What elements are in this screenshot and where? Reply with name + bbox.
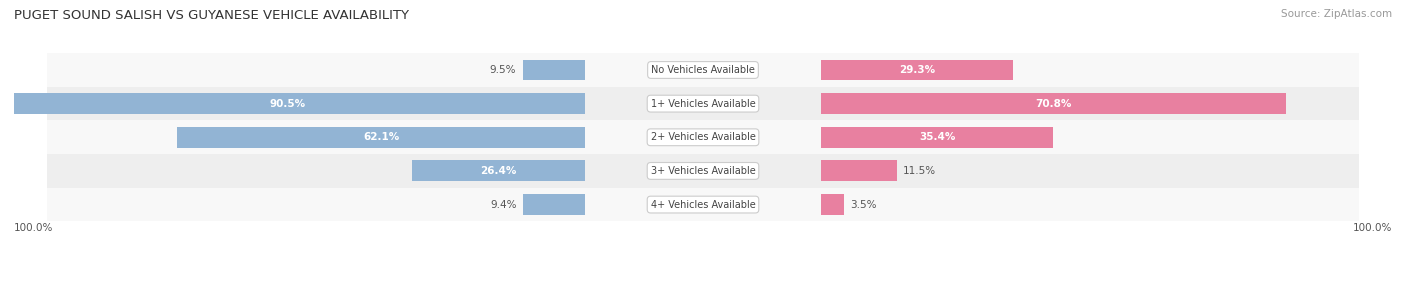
Text: 11.5%: 11.5% xyxy=(903,166,936,176)
Bar xyxy=(821,194,844,215)
Text: 3.5%: 3.5% xyxy=(851,200,877,210)
Text: 26.4%: 26.4% xyxy=(479,166,516,176)
Text: 9.4%: 9.4% xyxy=(491,200,516,210)
Text: No Vehicles Available: No Vehicles Available xyxy=(651,65,755,75)
Bar xyxy=(821,93,1285,114)
Text: 2+ Vehicles Available: 2+ Vehicles Available xyxy=(651,132,755,142)
Text: 35.4%: 35.4% xyxy=(920,132,956,142)
Text: 3+ Vehicles Available: 3+ Vehicles Available xyxy=(651,166,755,176)
Text: 4+ Vehicles Available: 4+ Vehicles Available xyxy=(651,200,755,210)
Text: Source: ZipAtlas.com: Source: ZipAtlas.com xyxy=(1281,9,1392,19)
Bar xyxy=(46,154,1360,188)
Text: 100.0%: 100.0% xyxy=(14,223,53,233)
Bar xyxy=(523,59,585,80)
Text: PUGET SOUND SALISH VS GUYANESE VEHICLE AVAILABILITY: PUGET SOUND SALISH VS GUYANESE VEHICLE A… xyxy=(14,9,409,21)
Bar xyxy=(0,93,585,114)
Text: 29.3%: 29.3% xyxy=(900,65,935,75)
Bar xyxy=(46,53,1360,87)
Text: 100.0%: 100.0% xyxy=(1353,223,1392,233)
Bar xyxy=(412,160,585,181)
Bar xyxy=(821,59,1014,80)
Bar xyxy=(821,160,897,181)
Text: 9.5%: 9.5% xyxy=(489,65,516,75)
Bar xyxy=(821,127,1053,148)
Bar xyxy=(46,188,1360,221)
Text: 62.1%: 62.1% xyxy=(363,132,399,142)
Text: 90.5%: 90.5% xyxy=(270,99,307,109)
Bar xyxy=(46,120,1360,154)
Bar xyxy=(46,87,1360,120)
Text: 70.8%: 70.8% xyxy=(1035,99,1071,109)
Bar xyxy=(523,194,585,215)
Bar xyxy=(177,127,585,148)
Text: 1+ Vehicles Available: 1+ Vehicles Available xyxy=(651,99,755,109)
